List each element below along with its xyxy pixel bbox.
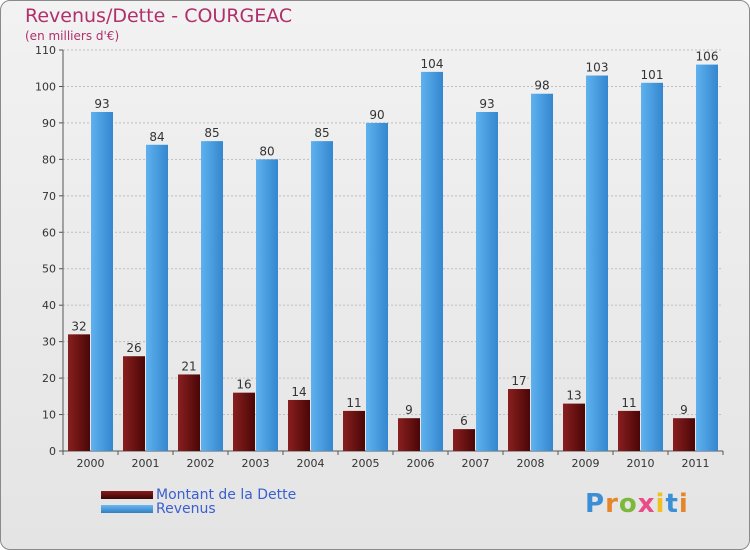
data-label-revenue: 101 <box>641 68 664 82</box>
data-label-debt: 17 <box>511 374 526 388</box>
x-tick-label: 2008 <box>517 457 545 470</box>
logo-letter: P <box>585 489 606 519</box>
data-label-debt: 11 <box>621 396 636 410</box>
y-tick-label: 20 <box>42 372 56 385</box>
bar-revenue <box>641 82 663 452</box>
y-tick-label: 80 <box>42 153 56 166</box>
bar-revenue <box>256 159 278 451</box>
bar-revenue <box>586 75 608 451</box>
legend-label-debt: Montant de la Dette <box>156 487 297 503</box>
data-label-debt: 26 <box>126 341 141 355</box>
bar-revenue <box>366 122 388 451</box>
logo-letter: t <box>665 489 679 519</box>
x-tick-label: 2001 <box>132 457 160 470</box>
bar-revenue <box>146 144 168 452</box>
x-tick-label: 2010 <box>627 457 655 470</box>
data-label-debt: 16 <box>236 378 251 392</box>
y-tick-label: 50 <box>42 263 56 276</box>
data-label-revenue: 98 <box>534 79 549 93</box>
bar-debt <box>123 356 145 451</box>
bar-debt <box>288 399 310 451</box>
data-label-debt: 9 <box>405 403 413 417</box>
y-tick-label: 100 <box>35 80 56 93</box>
proxiti-logo: Proxiti <box>585 489 689 519</box>
data-label-revenue: 93 <box>479 97 494 111</box>
data-label-revenue: 104 <box>421 57 444 71</box>
x-tick-label: 2005 <box>352 457 380 470</box>
bar-debt <box>233 392 255 451</box>
data-label-revenue: 103 <box>586 61 609 75</box>
bar-debt <box>343 410 365 451</box>
y-tick-label: 30 <box>42 336 56 349</box>
bar-revenue <box>421 71 443 451</box>
y-tick-label: 0 <box>49 445 56 458</box>
logo-letter: i <box>678 489 689 519</box>
x-tick-label: 2004 <box>297 457 325 470</box>
chart-subtitle: (en milliers d'€) <box>25 29 120 43</box>
bar-revenue <box>696 64 718 451</box>
bar-debt <box>178 374 200 451</box>
bar-debt <box>68 334 90 451</box>
data-label-revenue: 106 <box>696 50 719 64</box>
y-tick-label: 10 <box>42 409 56 422</box>
legend-swatch-revenue <box>101 505 153 513</box>
data-label-debt: 14 <box>291 385 306 399</box>
bar-revenue <box>91 111 113 452</box>
chart-title: Revenus/Dette - COURGEAC <box>25 5 293 27</box>
bar-debt <box>563 403 585 451</box>
data-label-revenue: 85 <box>314 126 329 140</box>
legend-label-revenue: Revenus <box>156 501 216 517</box>
data-label-debt: 13 <box>566 389 581 403</box>
data-label-revenue: 80 <box>259 144 274 158</box>
bar-debt <box>508 389 530 451</box>
y-tick-label: 110 <box>35 44 56 57</box>
data-label-revenue: 90 <box>369 108 384 122</box>
data-label-debt: 21 <box>181 359 196 373</box>
y-tick-label: 70 <box>42 190 56 203</box>
data-label-debt: 9 <box>680 403 688 417</box>
data-label-debt: 6 <box>460 414 468 428</box>
logo-letter: x <box>637 489 656 519</box>
legend-item-debt: Montant de la Dette <box>101 487 296 503</box>
x-tick-label: 2011 <box>682 457 710 470</box>
x-tick-label: 2006 <box>407 457 435 470</box>
logo-letter: r <box>605 489 619 519</box>
data-label-revenue: 85 <box>204 126 219 140</box>
bar-revenue <box>201 141 223 452</box>
logo-letter: o <box>618 489 638 519</box>
bar-debt <box>673 418 695 451</box>
logo-letter: i <box>655 489 666 519</box>
x-tick-label: 2007 <box>462 457 490 470</box>
data-label-revenue: 93 <box>94 97 109 111</box>
y-tick-label: 60 <box>42 226 56 239</box>
data-label-revenue: 84 <box>149 130 164 144</box>
y-tick-label: 90 <box>42 117 56 130</box>
x-tick-label: 2002 <box>187 457 215 470</box>
bar-debt <box>618 410 640 451</box>
legend-swatch-debt <box>101 491 153 499</box>
x-tick-label: 2003 <box>242 457 270 470</box>
bar-revenue <box>476 111 498 452</box>
bar-revenue <box>531 93 553 451</box>
data-label-debt: 32 <box>71 319 86 333</box>
bar-debt <box>398 418 420 451</box>
bar-revenue <box>311 141 333 452</box>
y-tick-label: 40 <box>42 299 56 312</box>
data-label-debt: 11 <box>346 396 361 410</box>
x-tick-label: 2009 <box>572 457 600 470</box>
bar-debt <box>453 429 475 451</box>
legend-item-revenue: Revenus <box>101 501 216 517</box>
x-tick-label: 2000 <box>77 457 105 470</box>
